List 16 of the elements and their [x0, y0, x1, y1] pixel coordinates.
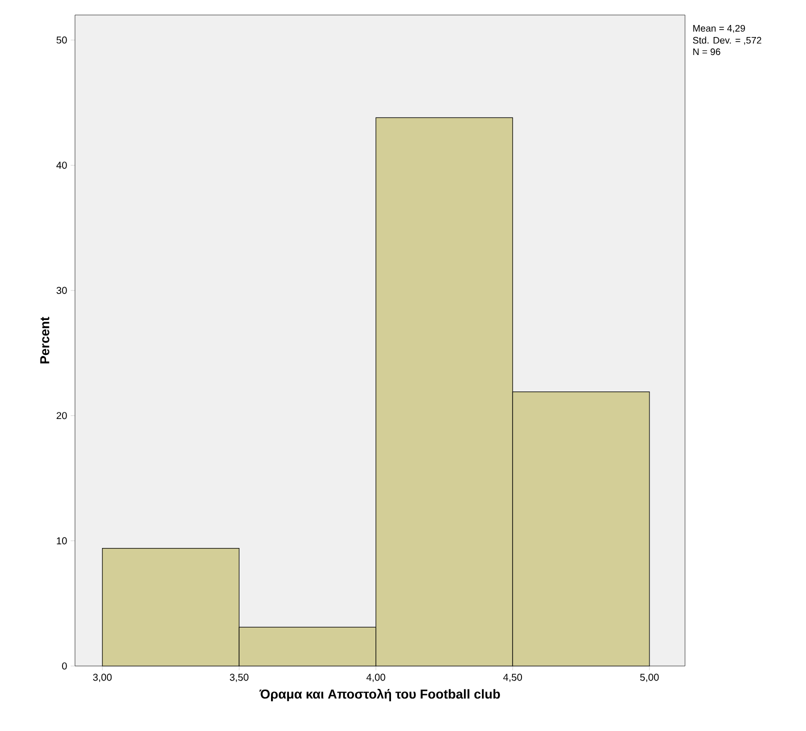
y-tick-label: 40 [56, 162, 67, 169]
y-axis-title: Percent [40, 316, 50, 364]
y-tick-label: 10 [56, 537, 67, 544]
x-tick-label: 4,00 [366, 674, 386, 682]
text: N = 96 [693, 48, 720, 56]
y-tick-label: 30 [56, 286, 67, 294]
text: Std. Dev. = ,572 [692, 36, 762, 45]
x-tick-label: 5,00 [640, 674, 659, 682]
x-tick-label: 4,50 [503, 674, 522, 682]
x-tick-label: 3,50 [230, 674, 248, 682]
y-tick-label: 50 [56, 36, 67, 44]
x-axis-title: Όραμα και Αποστολή του Football club [259, 688, 500, 702]
y-tick-label: 0 [62, 662, 67, 670]
text: Mean = 4,29 [693, 24, 745, 33]
y-tick-label: 20 [56, 412, 67, 420]
x-tick-label: 3,00 [93, 674, 112, 682]
